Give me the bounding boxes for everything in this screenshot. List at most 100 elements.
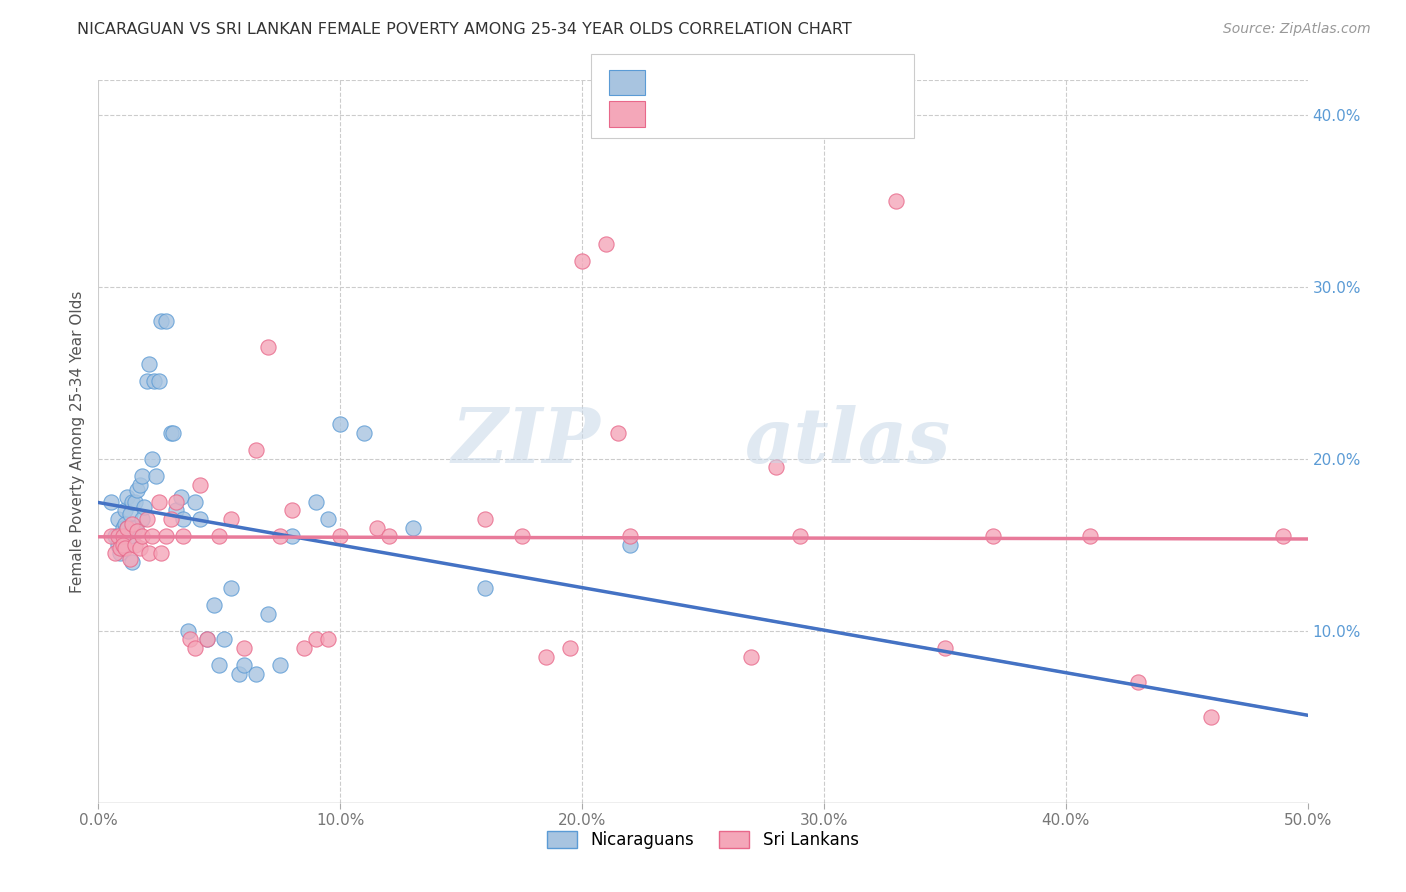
Point (127, 524, 149, 538)
Point (179, 632, 201, 647)
Text: ZIP: ZIP (451, 405, 600, 478)
Point (111, 534, 134, 549)
Point (316, 512, 339, 526)
Point (117, 490, 139, 504)
Point (107, 538, 129, 552)
Point (118, 507, 141, 521)
Point (124, 494, 146, 508)
Point (353, 425, 375, 440)
Y-axis label: Female Poverty Among 25-34 Year Olds: Female Poverty Among 25-34 Year Olds (69, 291, 84, 592)
Point (162, 425, 184, 440)
Point (212, 632, 235, 647)
Point (316, 632, 339, 647)
Point (117, 520, 139, 534)
Text: 0.061: 0.061 (693, 98, 748, 116)
Point (114, 541, 136, 556)
Point (305, 632, 328, 647)
Point (571, 253, 593, 268)
Point (886, 194, 908, 208)
Point (305, 494, 328, 508)
Text: 58: 58 (801, 98, 825, 116)
Point (402, 520, 425, 534)
Point (111, 541, 134, 556)
Point (269, 529, 291, 543)
Point (256, 340, 278, 354)
Point (165, 494, 187, 508)
Point (124, 520, 146, 534)
Point (607, 425, 630, 440)
Point (150, 314, 173, 328)
Point (195, 632, 218, 647)
Text: Source: ZipAtlas.com: Source: ZipAtlas.com (1223, 22, 1371, 37)
Point (121, 520, 143, 534)
Text: 59: 59 (801, 67, 825, 85)
Point (204, 598, 226, 612)
Point (155, 529, 177, 543)
Point (138, 357, 160, 371)
Point (128, 541, 150, 556)
Point (108, 541, 131, 556)
Point (135, 375, 157, 389)
Point (534, 649, 557, 664)
Point (111, 520, 134, 534)
Point (108, 546, 131, 560)
Point (1078, 529, 1101, 543)
Point (114, 503, 136, 517)
Point (138, 546, 160, 560)
Point (160, 512, 183, 526)
Point (100, 494, 122, 508)
Point (104, 529, 127, 543)
Point (232, 640, 254, 655)
Point (177, 624, 200, 638)
Point (789, 529, 811, 543)
Point (121, 517, 143, 532)
Point (141, 451, 163, 466)
Point (221, 512, 243, 526)
Point (195, 632, 218, 647)
Point (740, 649, 762, 664)
Point (329, 417, 352, 432)
Point (1128, 675, 1150, 690)
Point (131, 469, 153, 483)
Point (281, 529, 304, 543)
Point (232, 658, 254, 673)
Point (160, 425, 183, 440)
Point (124, 538, 146, 552)
Text: R =: R = (654, 67, 692, 85)
Point (619, 538, 641, 552)
Point (100, 529, 122, 543)
Text: N =: N = (756, 67, 806, 85)
Point (117, 520, 139, 534)
Point (131, 512, 153, 526)
Point (172, 529, 194, 543)
Point (127, 483, 149, 497)
Point (981, 529, 1004, 543)
Point (131, 529, 153, 543)
Point (281, 503, 304, 517)
Point (184, 640, 207, 655)
Point (221, 581, 243, 595)
Text: NICARAGUAN VS SRI LANKAN FEMALE POVERTY AMONG 25-34 YEAR OLDS CORRELATION CHART: NICARAGUAN VS SRI LANKAN FEMALE POVERTY … (77, 22, 852, 37)
Point (108, 529, 131, 543)
Point (474, 581, 496, 595)
Point (107, 529, 129, 543)
Point (118, 551, 141, 566)
Point (1199, 710, 1222, 724)
Point (269, 658, 291, 673)
Point (245, 666, 267, 681)
Point (104, 546, 127, 560)
Point (558, 640, 581, 655)
Point (118, 529, 141, 543)
Point (377, 529, 399, 543)
Point (114, 517, 136, 532)
Point (121, 494, 143, 508)
Point (934, 640, 956, 655)
Point (619, 529, 641, 543)
Point (292, 640, 315, 655)
Point (245, 443, 267, 458)
Point (145, 469, 167, 483)
Point (134, 500, 156, 514)
Point (121, 555, 143, 569)
Point (107, 512, 129, 526)
Point (474, 512, 496, 526)
